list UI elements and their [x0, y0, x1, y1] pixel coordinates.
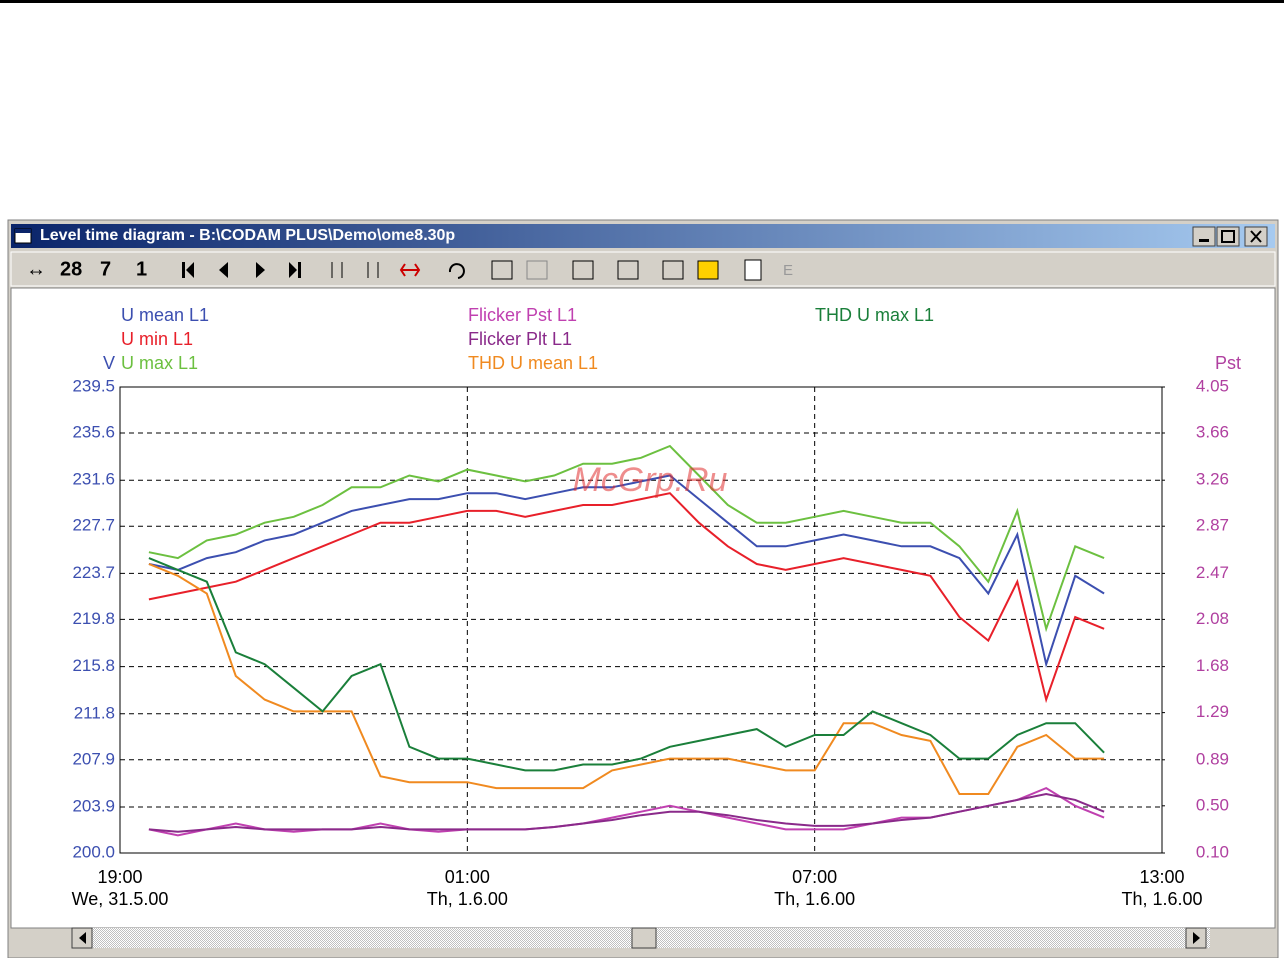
tool-e[interactable]: E: [783, 262, 793, 279]
x-tick-label: 19:00: [97, 867, 142, 887]
y-tick-label: 239.5: [72, 376, 115, 395]
last[interactable]: [289, 262, 301, 278]
y-tick-label: 235.6: [72, 422, 115, 441]
y-tick-label: 203.9: [72, 796, 115, 815]
legend-entry: Flicker Plt L1: [468, 329, 572, 349]
y2-tick-label: 3.26: [1196, 470, 1229, 489]
legend-entry: U max L1: [121, 353, 198, 373]
tool-cursor-a[interactable]: [331, 262, 343, 278]
top-rule: [0, 0, 1284, 3]
y-tick-label: 215.8: [72, 656, 115, 675]
legend-entry: U min L1: [121, 329, 193, 349]
y2-tick-label: 0.50: [1196, 795, 1229, 814]
prev[interactable]: [219, 262, 228, 278]
close-glyph: [1250, 230, 1262, 243]
x-tick-label: 07:00: [792, 867, 837, 887]
tool-list-b[interactable]: [526, 260, 548, 280]
maximize-glyph: [1221, 230, 1235, 243]
y-tick-label: 231.6: [72, 470, 115, 489]
title-bar: [11, 224, 1275, 248]
y-tick-label: 211.8: [74, 703, 115, 722]
y2-tick-label: 3.66: [1196, 422, 1229, 441]
x-tick-date: Th, 1.6.00: [774, 889, 855, 909]
maximize[interactable]: [1216, 226, 1240, 247]
y2-tick-label: 2.08: [1196, 609, 1229, 628]
nav-buttons[interactable]: [182, 262, 301, 278]
series-line: [148, 557, 1105, 772]
tool-cursor-c[interactable]: [399, 263, 421, 277]
series-line: [148, 792, 1105, 833]
x-tick-label: 01:00: [445, 867, 490, 887]
plot-frame: [119, 386, 1163, 854]
tool-1[interactable]: 1: [136, 258, 147, 280]
tool-graph-b[interactable]: [662, 260, 684, 280]
y-axis-label: V: [103, 353, 115, 373]
chart: 200.0 203.9 207.9 211.8 215.8 219.8 223.7 227.7…: [72, 305, 1241, 909]
y-tick-label: 207.9: [72, 749, 115, 768]
window-buttons[interactable]: [1192, 226, 1268, 247]
legend-entry: THD U max L1: [815, 305, 934, 325]
toolbar: [10, 251, 1276, 287]
series-line: [148, 492, 1105, 704]
tool-graph-c[interactable]: [697, 260, 719, 280]
y2-tick-label: 0.89: [1196, 749, 1229, 768]
y2-tick-label: 1.29: [1196, 702, 1229, 721]
tool-list-a[interactable]: [491, 260, 513, 280]
window-icon-bar: [15, 229, 31, 233]
scroll-right-glyph: [1193, 932, 1200, 944]
series-line: [148, 563, 1105, 795]
y2-tick-label: 1.68: [1196, 656, 1229, 675]
next[interactable]: [256, 262, 265, 278]
window-title: Level time diagram - B:\CODAM PLUS\Demo\…: [40, 227, 455, 244]
y-tick-label: 223.7: [72, 563, 115, 582]
tool-undo[interactable]: [448, 263, 465, 279]
tool-cursor-b[interactable]: [367, 262, 379, 278]
first[interactable]: [182, 262, 194, 278]
scroll-left-glyph: [79, 932, 86, 944]
x-tick-label: 13:00: [1139, 867, 1184, 887]
x-tick-date: Th, 1.6.00: [1121, 889, 1202, 909]
y2-tick-label: 2.87: [1196, 516, 1229, 535]
y2-tick-label: 2.47: [1196, 563, 1229, 582]
x-tick-date: We, 31.5.00: [72, 889, 169, 909]
y-tick-label: 219.8: [72, 609, 115, 628]
y-tick-label: 200.0: [72, 842, 115, 861]
tool-scroll[interactable]: ↔: [26, 258, 46, 280]
view-tools[interactable]: [491, 259, 762, 281]
minimize[interactable]: [1192, 226, 1216, 247]
tool-graph-a[interactable]: [617, 260, 639, 280]
cursor-tools[interactable]: [331, 262, 465, 279]
tool-list-c[interactable]: [572, 260, 594, 280]
legend-entry: U mean L1: [121, 305, 209, 325]
tool-doc[interactable]: [744, 259, 762, 281]
series-line: [148, 474, 1105, 668]
y2-axis-label: Pst: [1215, 353, 1241, 373]
legend-entry: THD U mean L1: [468, 353, 598, 373]
y-tick-label: 227.7: [72, 516, 115, 535]
scroll-thumb[interactable]: [631, 927, 657, 949]
tool-28[interactable]: 28: [60, 258, 82, 280]
y2-tick-label: 4.05: [1196, 376, 1229, 395]
y2-tick-label: 0.10: [1196, 842, 1229, 861]
x-tick-date: Th, 1.6.00: [427, 889, 508, 909]
legend-entry: Flicker Pst L1: [468, 305, 577, 325]
watermark: McGrp.Ru: [573, 461, 728, 499]
series-line: [148, 444, 1105, 633]
minimize-glyph: [1199, 239, 1209, 242]
tool-7[interactable]: 7: [100, 258, 111, 280]
